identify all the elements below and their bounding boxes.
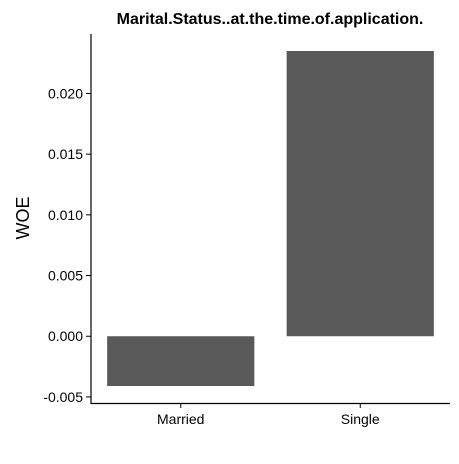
bar-married	[107, 336, 255, 387]
bar-single	[286, 50, 434, 337]
y-tick-label: 0.005	[48, 268, 83, 284]
y-axis-title: WOE	[13, 197, 33, 240]
y-tick-label: 0.000	[48, 328, 83, 344]
y-tick-label: 0.010	[48, 207, 83, 223]
y-tick-label: 0.015	[48, 146, 83, 162]
y-tick-label: 0.020	[48, 85, 83, 101]
bars-group	[107, 50, 434, 387]
chart-title: Marital.Status..at.the.time.of.applicati…	[117, 11, 424, 28]
x-axis-ticks: Married Single	[157, 403, 380, 427]
x-tick-label: Married	[157, 411, 204, 427]
x-tick-label: Single	[341, 411, 380, 427]
y-axis-ticks: -0.005 0.000 0.005 0.010 0.015 0.020	[43, 85, 91, 405]
y-tick-label: -0.005	[43, 389, 83, 405]
